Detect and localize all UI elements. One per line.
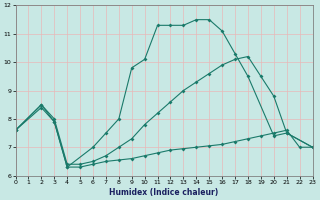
X-axis label: Humidex (Indice chaleur): Humidex (Indice chaleur) <box>109 188 219 197</box>
